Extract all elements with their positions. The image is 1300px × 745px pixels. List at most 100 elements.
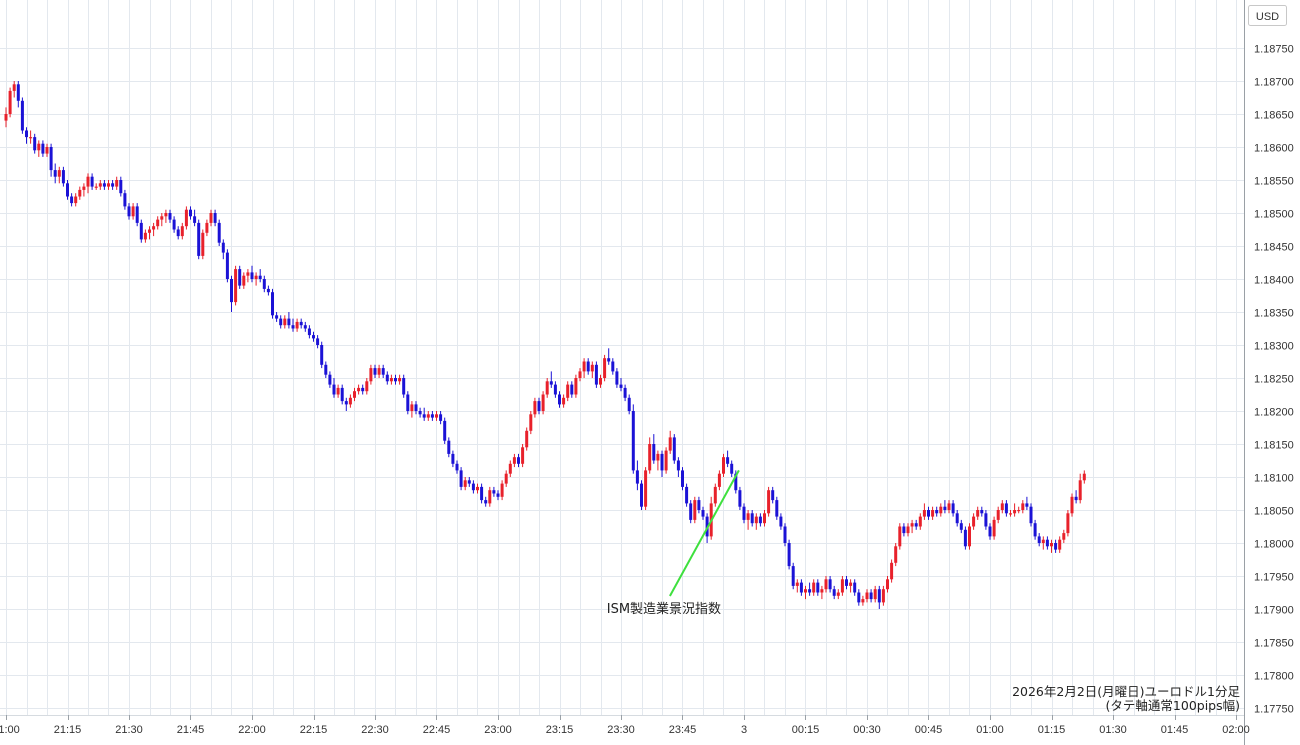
candle-body [107, 183, 110, 187]
candle [1050, 539, 1053, 553]
candle [652, 434, 656, 464]
candle-body [394, 378, 397, 382]
candle-body [299, 321, 303, 326]
candle-body [1054, 543, 1058, 550]
candle [767, 486, 771, 517]
candle-body [824, 579, 828, 590]
candle [394, 374, 397, 385]
candle [197, 219, 201, 260]
candle-body [463, 480, 467, 487]
candle-body [279, 318, 283, 326]
candle-body [947, 503, 951, 510]
candle-body [135, 206, 139, 223]
candle-body [86, 176, 90, 187]
candle [775, 496, 779, 520]
candle [90, 173, 94, 190]
candle-body [529, 414, 533, 431]
candle-body [578, 371, 582, 378]
candle [127, 203, 131, 220]
candle-body [660, 453, 664, 471]
candle [603, 354, 607, 382]
candle [537, 397, 541, 415]
candle [566, 381, 570, 402]
candle-body [845, 579, 848, 586]
candle [738, 486, 742, 510]
candle [242, 272, 246, 289]
candle [746, 510, 750, 530]
candle-body [455, 463, 459, 471]
candle-body [258, 275, 262, 279]
x-tick-label: 22:15 [300, 724, 328, 736]
candle-body [799, 582, 803, 593]
candle-body [295, 321, 299, 329]
candle [676, 457, 680, 477]
candle-body [1017, 510, 1021, 512]
y-tick-label: 1.18200 [1254, 407, 1294, 419]
candle-body [242, 275, 246, 286]
candle [176, 226, 180, 240]
candle-body [435, 414, 438, 418]
y-tick-label: 1.18650 [1254, 110, 1294, 122]
y-tick-label: 1.18250 [1254, 374, 1294, 386]
candle [225, 249, 229, 283]
candle [266, 285, 270, 296]
candle [549, 371, 553, 388]
candle [25, 127, 28, 144]
candle [541, 391, 545, 415]
candle [271, 288, 274, 319]
candle-body [246, 272, 250, 276]
candle-body [951, 503, 955, 514]
candle-body [898, 526, 902, 547]
candle-body [156, 219, 160, 227]
candle-body [795, 582, 799, 586]
candle-body [312, 335, 315, 339]
candle [881, 585, 885, 606]
candle [1078, 473, 1082, 504]
candle [455, 460, 459, 474]
candle-body [697, 500, 701, 510]
candle-body [537, 401, 541, 411]
candle-body [849, 582, 853, 586]
candle-body [603, 358, 607, 378]
candle [1025, 496, 1029, 510]
y-tick-label: 1.18100 [1254, 473, 1294, 485]
candle-body [33, 137, 37, 151]
candle-body [180, 226, 184, 237]
candle [693, 496, 697, 524]
candle-body [139, 222, 143, 240]
candle-body [804, 589, 807, 593]
candle [644, 467, 648, 510]
candle-body [894, 546, 898, 563]
candle [303, 321, 307, 332]
candle [41, 140, 45, 157]
candle [102, 180, 106, 190]
candle [697, 496, 701, 514]
candle-body [467, 480, 471, 484]
candle-body [1013, 510, 1017, 514]
y-tick-label: 1.18150 [1254, 440, 1294, 452]
currency-box [1248, 5, 1287, 26]
x-tick-label: 00:45 [915, 724, 943, 736]
candle-body [734, 473, 738, 491]
x-tick-label: 01:00 [976, 724, 1004, 736]
candle-body [320, 345, 324, 365]
candle [291, 318, 295, 332]
chart-title: 2026年2月2日(月曜日)ユーロドル1分足 [1012, 684, 1240, 699]
candle-body [53, 170, 57, 177]
candle [664, 447, 668, 474]
candle-body [492, 490, 496, 494]
candle-body [590, 364, 594, 372]
candle-body [1050, 543, 1053, 547]
candle [771, 486, 775, 504]
candle [545, 378, 549, 398]
candle-body [599, 378, 602, 385]
candle-body [939, 506, 943, 514]
candle [29, 130, 33, 144]
candle [418, 407, 422, 418]
candle-body [611, 361, 615, 372]
candle [82, 183, 86, 197]
candle-body [344, 401, 348, 405]
candle [599, 374, 602, 388]
